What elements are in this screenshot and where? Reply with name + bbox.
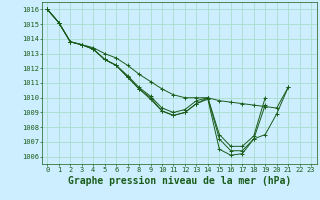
X-axis label: Graphe pression niveau de la mer (hPa): Graphe pression niveau de la mer (hPa) (68, 176, 291, 186)
